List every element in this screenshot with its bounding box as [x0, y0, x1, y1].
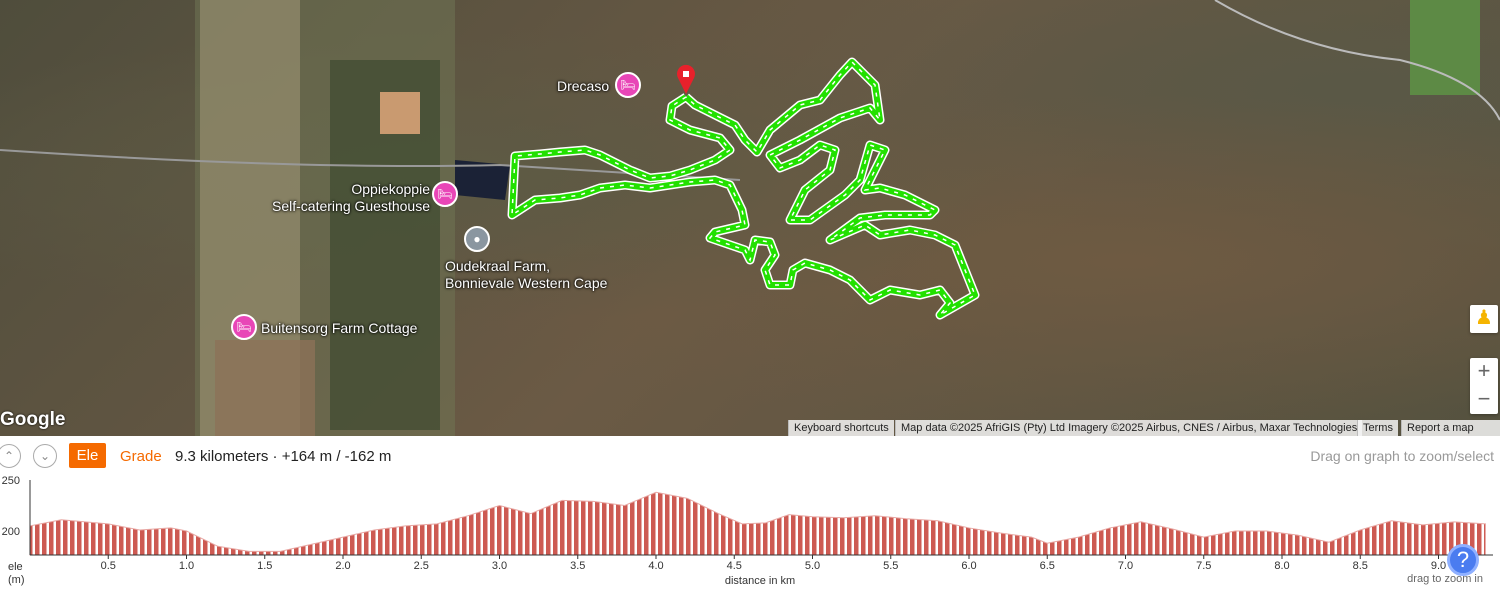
x-tick-label: 3.5 [570, 560, 585, 572]
place-label-drecaso[interactable]: Drecaso [557, 78, 610, 94]
x-tick-label: 5.5 [883, 560, 898, 572]
map-imagery [0, 0, 1500, 436]
zoom-in-button[interactable]: + [1477, 358, 1491, 383]
x-tick-label: 8.5 [1353, 560, 1368, 572]
start-marker-icon[interactable] [677, 64, 695, 94]
hotel-icon[interactable]: 🛏 [432, 181, 458, 207]
elevation-tab[interactable]: Ele [69, 443, 106, 468]
chevron-up-icon[interactable]: ⌃ [0, 444, 21, 468]
elevation-chart[interactable]: 250 200 ele (m) 0.5 1.0 1.5 2.0 2.5 3.0 3.5 4.0 4… [0, 476, 1500, 600]
hotel-icon[interactable]: 🛏 [615, 72, 641, 98]
y-axis-label: ele (m) [8, 561, 25, 586]
report-map-error-link[interactable]: Report a map error [1401, 420, 1500, 436]
terms-link[interactable]: Terms [1357, 420, 1398, 436]
drag-hint: drag to zoom in [1407, 573, 1483, 585]
place-label-buitensorg[interactable]: Buitensorg Farm Cottage [261, 320, 418, 336]
place-label-oudekraal[interactable]: Oudekraal Farm, Bonnievale Western Cape [445, 258, 608, 291]
x-tick-label: 4.5 [727, 560, 742, 572]
x-tick-label: 6.5 [1040, 560, 1055, 572]
hotel-icon[interactable]: 🛏 [231, 314, 257, 340]
profile-toolbar: ⌃ ⌄ Ele Grade 9.3 kilometers · +164 m / … [0, 436, 1500, 476]
x-tick-label: 3.0 [492, 560, 507, 572]
chevron-down-icon[interactable]: ⌄ [33, 444, 57, 468]
x-axis-label: distance in km [725, 575, 795, 587]
x-tick-label: 1.0 [179, 560, 194, 572]
keyboard-shortcuts-link[interactable]: Keyboard shortcuts [788, 420, 894, 436]
map-data-attribution: Map data ©2025 AfriGIS (Pty) Ltd Imagery… [895, 420, 1363, 436]
grade-tab[interactable]: Grade [120, 448, 162, 465]
x-tick-label: 2.5 [414, 560, 429, 572]
satellite-map[interactable]: 🛏 Drecaso 🛏 Oppiekoppie Self-catering Gu… [0, 0, 1500, 436]
zoom-out-button[interactable]: − [1477, 386, 1491, 411]
y-tick-label: 250 [2, 476, 20, 487]
route-stats: 9.3 kilometers · +164 m / -162 m [175, 448, 392, 465]
zoom-controls: + − [1470, 358, 1498, 414]
x-tick-label: 8.0 [1274, 560, 1289, 572]
x-tick-label: 4.0 [648, 560, 663, 572]
y-tick-label: 200 [2, 526, 20, 538]
x-tick-label: 2.0 [335, 560, 350, 572]
google-logo: Google [0, 409, 66, 430]
elevation-area [29, 491, 1486, 556]
x-tick-label: 7.0 [1118, 560, 1133, 572]
x-tick-label: 9.0 [1431, 560, 1446, 572]
x-tick-label: 5.0 [805, 560, 820, 572]
x-tick-label: 7.5 [1196, 560, 1211, 572]
place-icon[interactable]: ● [464, 226, 490, 252]
x-tick-label: 1.5 [257, 560, 272, 572]
help-button[interactable]: ? [1447, 544, 1479, 576]
x-tick-label: 0.5 [101, 560, 116, 572]
place-label-oppiekoppie[interactable]: Oppiekoppie Self-catering Guesthouse [272, 181, 430, 214]
zoom-hint: Drag on graph to zoom/select [1310, 448, 1494, 464]
route-dashes [511, 60, 976, 316]
pegman-icon[interactable]: ♟ [1470, 305, 1498, 333]
x-tick-label: 6.0 [961, 560, 976, 572]
